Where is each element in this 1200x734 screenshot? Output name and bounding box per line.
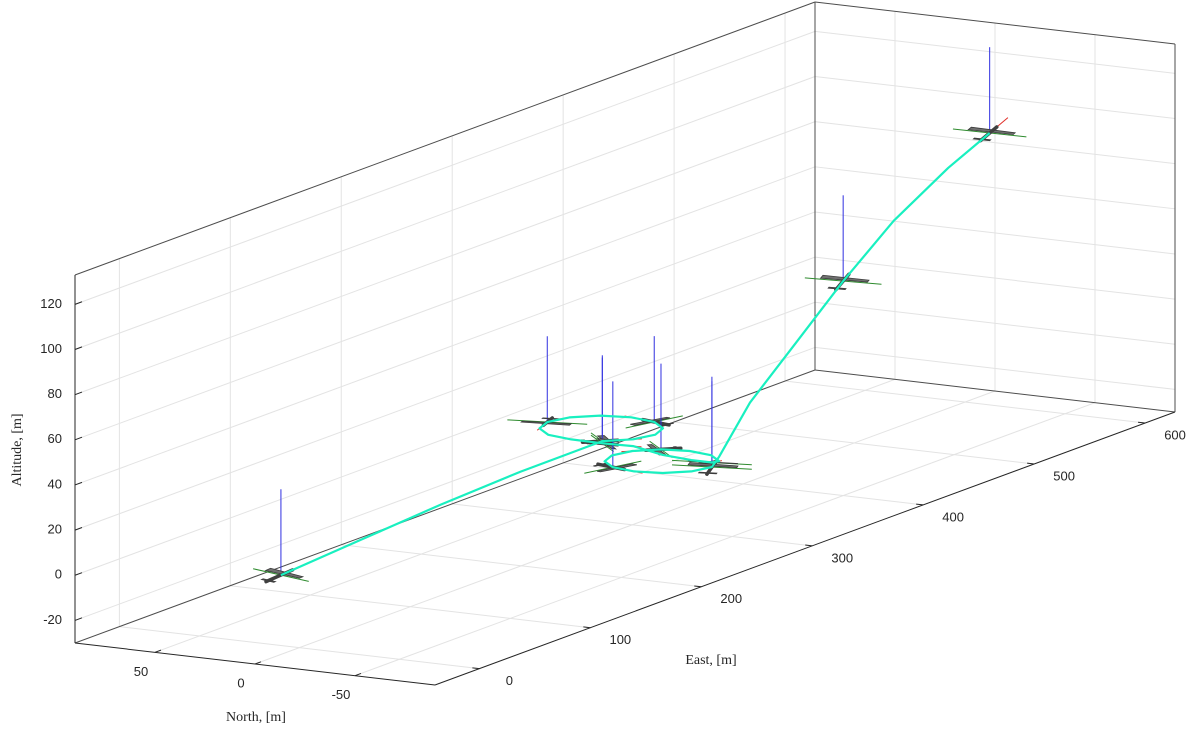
grid-line (355, 403, 1095, 676)
grid-line (75, 167, 815, 440)
z-tick (75, 392, 82, 395)
box-edge (75, 370, 815, 643)
box-layer (75, 2, 1175, 685)
x-tick-label: 300 (831, 550, 853, 565)
z-tick (75, 528, 82, 531)
grid-line (75, 212, 815, 485)
z-tick (75, 618, 82, 621)
x-axis-label: East, [m] (685, 653, 736, 668)
z-tick-label: 60 (48, 431, 62, 446)
x-tick-label: 400 (942, 509, 964, 524)
z-tick (75, 573, 82, 576)
x-tick (1138, 422, 1145, 423)
z-tick-label: 80 (48, 386, 62, 401)
x-tick (694, 586, 701, 587)
grid-line (75, 302, 815, 575)
label-layer: Altitude, [m] North, [m] East, [m] -20 0 2… (10, 296, 1186, 725)
y-tick-label: 0 (237, 675, 244, 690)
x-tick-label: 600 (1164, 427, 1186, 442)
y-tick (255, 662, 261, 664)
x-tick-label: 100 (609, 632, 631, 647)
x-tick-label: 0 (506, 673, 513, 688)
y-tick (155, 650, 161, 652)
grid-line (75, 122, 815, 395)
y-tick (355, 673, 361, 675)
z-tick (75, 482, 82, 485)
x-tick (472, 668, 479, 669)
trajectory-line (281, 133, 990, 575)
grid-line (75, 257, 815, 530)
grid-line (75, 77, 815, 350)
z-tick (75, 347, 82, 350)
z-tick-label: 40 (48, 476, 62, 491)
z-tick-label: 100 (40, 341, 62, 356)
x-axis-line (435, 412, 1175, 685)
x-tick (583, 627, 590, 628)
grid-line (75, 31, 815, 304)
grid-line (255, 391, 995, 664)
z-tick-label: 0 (55, 567, 62, 582)
grid-layer (75, 11, 1175, 675)
box-edge (75, 2, 815, 275)
x-tick-label: 500 (1053, 468, 1075, 483)
page: Altitude, [m] North, [m] East, [m] -20 0 2… (0, 0, 1200, 729)
x-tick (916, 504, 923, 505)
grid-line (75, 347, 815, 620)
z-tick (75, 437, 82, 440)
z-tick (75, 302, 82, 305)
x-tick (805, 545, 812, 546)
grid-line (155, 379, 895, 652)
z-tick-label: 120 (40, 296, 62, 311)
y-tick-label: -50 (332, 687, 351, 702)
y-tick-label: 50 (134, 664, 148, 679)
z-axis-label: Altitude, [m] (10, 413, 25, 486)
mark-layer (253, 47, 1026, 582)
x-tick (1027, 463, 1034, 464)
y-axis-label: North, [m] (226, 710, 286, 725)
chart: Altitude, [m] North, [m] East, [m] -20 0 2… (0, 0, 1200, 729)
z-tick-label: 20 (48, 522, 62, 537)
z-tick-label: -20 (43, 612, 62, 627)
x-tick-label: 200 (720, 591, 742, 606)
